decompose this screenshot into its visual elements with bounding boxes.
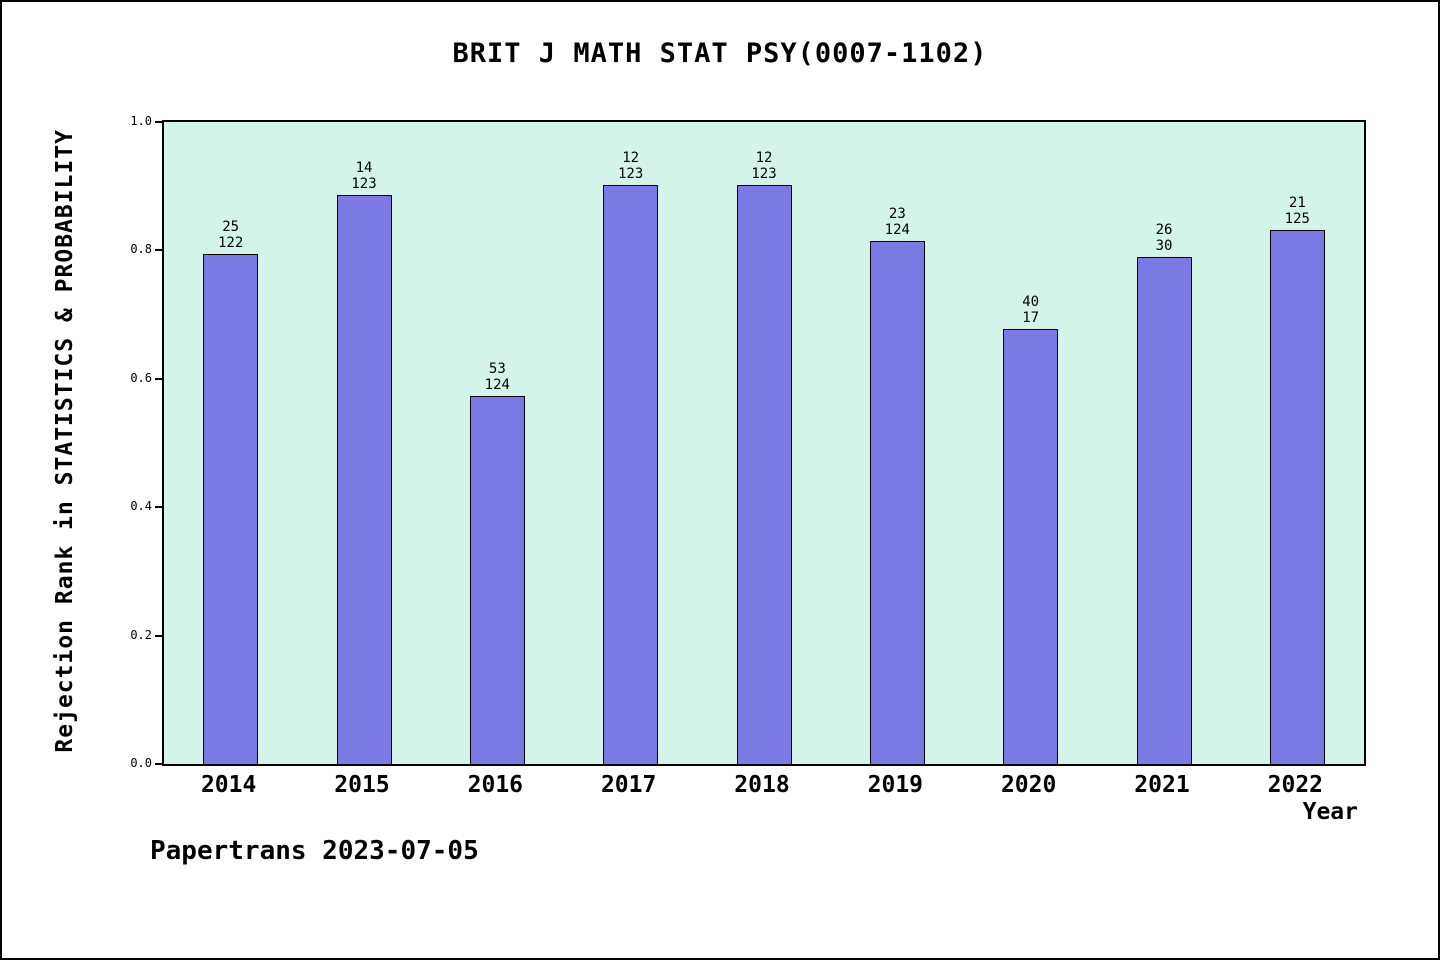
bar-total: 124	[884, 222, 910, 238]
x-tick-label: 2017	[600, 772, 657, 798]
bar-value-label: 14 123	[304, 160, 424, 192]
y-axis-title-wrap: Rejection Rank in STATISTICS & PROBABILI…	[52, 118, 78, 764]
y-tick-mark	[155, 377, 162, 380]
x-tick-label: 2021	[1134, 772, 1190, 798]
bar-total: 17	[1022, 310, 1040, 326]
bar-value-label: 12 123	[571, 150, 691, 182]
bar-2021	[1136, 257, 1192, 764]
y-tick-mark	[155, 506, 162, 509]
x-tick-label: 2020	[1000, 772, 1057, 798]
x-tick-label: 2019	[867, 772, 924, 798]
chart-title: BRIT J MATH STAT PSY(0007-1102)	[452, 38, 988, 69]
y-tick-label: 1.0	[130, 114, 152, 128]
bar-value-label: 53 124	[437, 361, 557, 393]
bar-value-label: 26 30	[1104, 222, 1224, 254]
y-tick-label: 0.6	[130, 370, 152, 385]
bar-2015	[336, 195, 392, 764]
bar-value-label: 40 17	[971, 294, 1091, 326]
bar-2020	[1003, 329, 1059, 764]
bar-total: 30	[1155, 238, 1173, 254]
bar-total: 125	[1284, 211, 1310, 227]
bar-value-label: 21 125	[1237, 195, 1357, 227]
bar-2018	[736, 185, 792, 764]
bar-2016	[469, 396, 525, 764]
bar-rank: 40	[1022, 294, 1040, 310]
bar-rank: 12	[622, 150, 640, 166]
bar-value-label: 12 123	[704, 150, 824, 182]
y-axis-title: Rejection Rank in STATISTICS & PROBABILI…	[52, 129, 78, 753]
bar-2014	[203, 254, 259, 764]
bar-total: 123	[751, 166, 777, 182]
bar-value-label: 23 124	[837, 206, 957, 238]
bar-2019	[869, 241, 925, 764]
y-tick-mark	[155, 121, 162, 123]
x-tick-label: 2018	[734, 772, 790, 798]
plot-area: 25 122 14 123 53 124 12 123 12 123 23 124 40 17 26 30 21…	[162, 120, 1366, 766]
bar-total: 122	[218, 235, 244, 251]
y-tick-label: 0.8	[130, 242, 152, 257]
bar-rank: 12	[755, 150, 773, 166]
bar-rank: 14	[355, 160, 373, 176]
x-tick-label: 2015	[334, 772, 390, 798]
bar-rank: 23	[888, 206, 906, 222]
y-tick-mark	[155, 249, 162, 252]
bar-2017	[603, 185, 659, 764]
bar-total: 123	[618, 166, 644, 182]
y-tick-mark	[155, 634, 162, 637]
x-tick-label: 2016	[467, 772, 524, 798]
bar-value-label: 25 122	[171, 219, 291, 251]
x-tick-label: 2014	[200, 772, 257, 798]
x-tick-label: 2022	[1267, 772, 1324, 798]
bar-total: 124	[484, 377, 510, 393]
bar-rank: 21	[1288, 195, 1306, 211]
y-tick-label: 0.4	[130, 499, 152, 514]
x-axis-title: Year	[1302, 799, 1358, 825]
bar-rank: 25	[222, 219, 240, 235]
bar-2022	[1269, 230, 1325, 764]
bar-rank: 53	[488, 361, 506, 377]
bar-rank: 26	[1155, 222, 1173, 238]
y-tick-mark	[155, 763, 162, 765]
y-tick-label: 0.0	[130, 756, 152, 770]
y-tick-label: 0.2	[130, 627, 152, 642]
watermark-text: Papertrans 2023-07-05	[150, 836, 479, 866]
bar-total: 123	[351, 176, 377, 192]
